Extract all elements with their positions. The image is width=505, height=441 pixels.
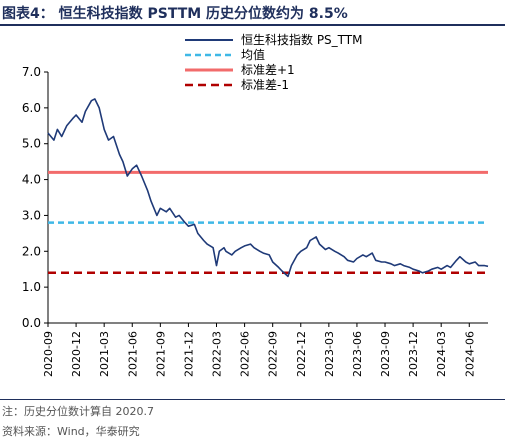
x-tick-label: 2020-09 bbox=[42, 331, 55, 377]
y-tick-label: 5.0 bbox=[22, 137, 41, 151]
x-tick-label: 2021-03 bbox=[98, 331, 111, 377]
axes-layer: 0.0 1.0 2.0 3.0 4.0 5.0 6.0 7.0 2020-09 2020-12 20… bbox=[22, 65, 488, 377]
x-tick-label: 2024-03 bbox=[435, 331, 448, 377]
y-tick-label: 2.0 bbox=[22, 244, 41, 258]
y-tick-label: 1.0 bbox=[22, 280, 41, 294]
line-chart: 0.0 1.0 2.0 3.0 4.0 5.0 6.0 7.0 2020-09 2020-12 20… bbox=[22, 32, 489, 377]
chart-title: 图表4： 恒生科技指数 PSTTM 历史分位数约为 8.5% bbox=[2, 6, 348, 22]
x-tick-label: 2022-03 bbox=[211, 331, 224, 377]
title-divider bbox=[0, 24, 505, 26]
x-tick-label: 2022-12 bbox=[295, 331, 308, 377]
legend-label: 均值 bbox=[241, 47, 265, 62]
footnote: 注：历史分位数计算自 2020.7 bbox=[2, 405, 154, 418]
series-line-ps-ttm bbox=[47, 98, 489, 278]
y-tick-label: 0.0 bbox=[22, 316, 41, 330]
x-tick-label: 2023-06 bbox=[351, 331, 364, 377]
x-tick-label: 2021-12 bbox=[182, 331, 195, 377]
x-tick-label: 2021-09 bbox=[154, 331, 167, 377]
x-tick-label: 2023-09 bbox=[379, 331, 392, 377]
series-layer bbox=[47, 98, 489, 278]
x-tick-label: 2022-06 bbox=[239, 331, 252, 377]
y-tick-label: 4.0 bbox=[22, 173, 41, 187]
y-tick-label: 6.0 bbox=[22, 101, 41, 115]
legend-label: 标准差-1 bbox=[241, 78, 289, 92]
footer-divider bbox=[0, 399, 505, 400]
x-tick-label: 2022-09 bbox=[267, 331, 280, 377]
y-tick-label: 3.0 bbox=[22, 208, 41, 222]
x-tick-label: 2024-06 bbox=[463, 331, 476, 377]
source-note: 资料来源：Wind，华泰研究 bbox=[2, 425, 140, 438]
legend-label: 恒生科技指数 PS_TTM bbox=[241, 32, 362, 47]
x-tick-label: 2020-12 bbox=[70, 331, 83, 377]
y-tick-label: 7.0 bbox=[22, 65, 41, 79]
x-tick-label: 2021-06 bbox=[126, 331, 139, 377]
legend-label: 标准差+1 bbox=[241, 63, 295, 77]
x-tick-label: 2023-03 bbox=[323, 331, 336, 377]
x-tick-label: 2023-12 bbox=[407, 331, 420, 377]
